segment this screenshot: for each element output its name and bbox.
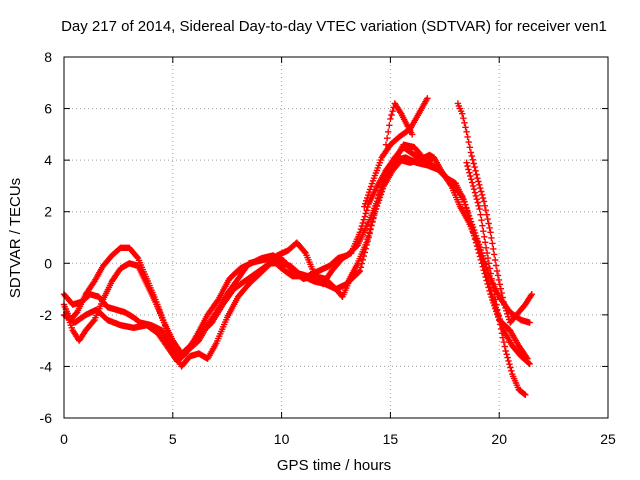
plot-frame (63, 56, 609, 419)
x-axis-label: GPS time / hours (277, 457, 391, 474)
plus-markers (361, 95, 431, 210)
x-tick-label: 25 (600, 431, 616, 447)
plus-markers (382, 100, 416, 148)
y-tick-label: 4 (44, 152, 52, 168)
y-tick-label: -6 (40, 410, 53, 426)
series-track-8 (463, 159, 529, 398)
series-track-7 (454, 100, 535, 326)
series-track-6 (382, 100, 416, 148)
chart-title: Day 217 of 2014, Sidereal Day-to-day VTE… (61, 18, 607, 35)
x-tick-label: 15 (383, 431, 399, 447)
plus-markers (463, 159, 529, 398)
y-axis-label: SDTVAR / TECUs (7, 178, 24, 298)
y-tick-label: 8 (44, 49, 52, 65)
series-track-3 (63, 144, 533, 370)
series-track-1 (60, 154, 533, 365)
y-tick-label: 6 (44, 101, 52, 117)
plus-markers (63, 144, 533, 370)
x-tick-label: 20 (491, 431, 507, 447)
series-track-5 (361, 95, 431, 210)
data-series (60, 95, 535, 398)
x-tick-label: 0 (60, 431, 68, 447)
plus-markers (60, 154, 533, 365)
y-tick-label: 2 (44, 204, 52, 220)
y-tick-label: -4 (40, 358, 53, 374)
plus-markers (454, 100, 535, 326)
x-tick-label: 10 (274, 431, 290, 447)
x-tick-label: 5 (169, 431, 177, 447)
y-tick-label: -2 (40, 307, 53, 323)
y-tick-label: 0 (44, 255, 52, 271)
